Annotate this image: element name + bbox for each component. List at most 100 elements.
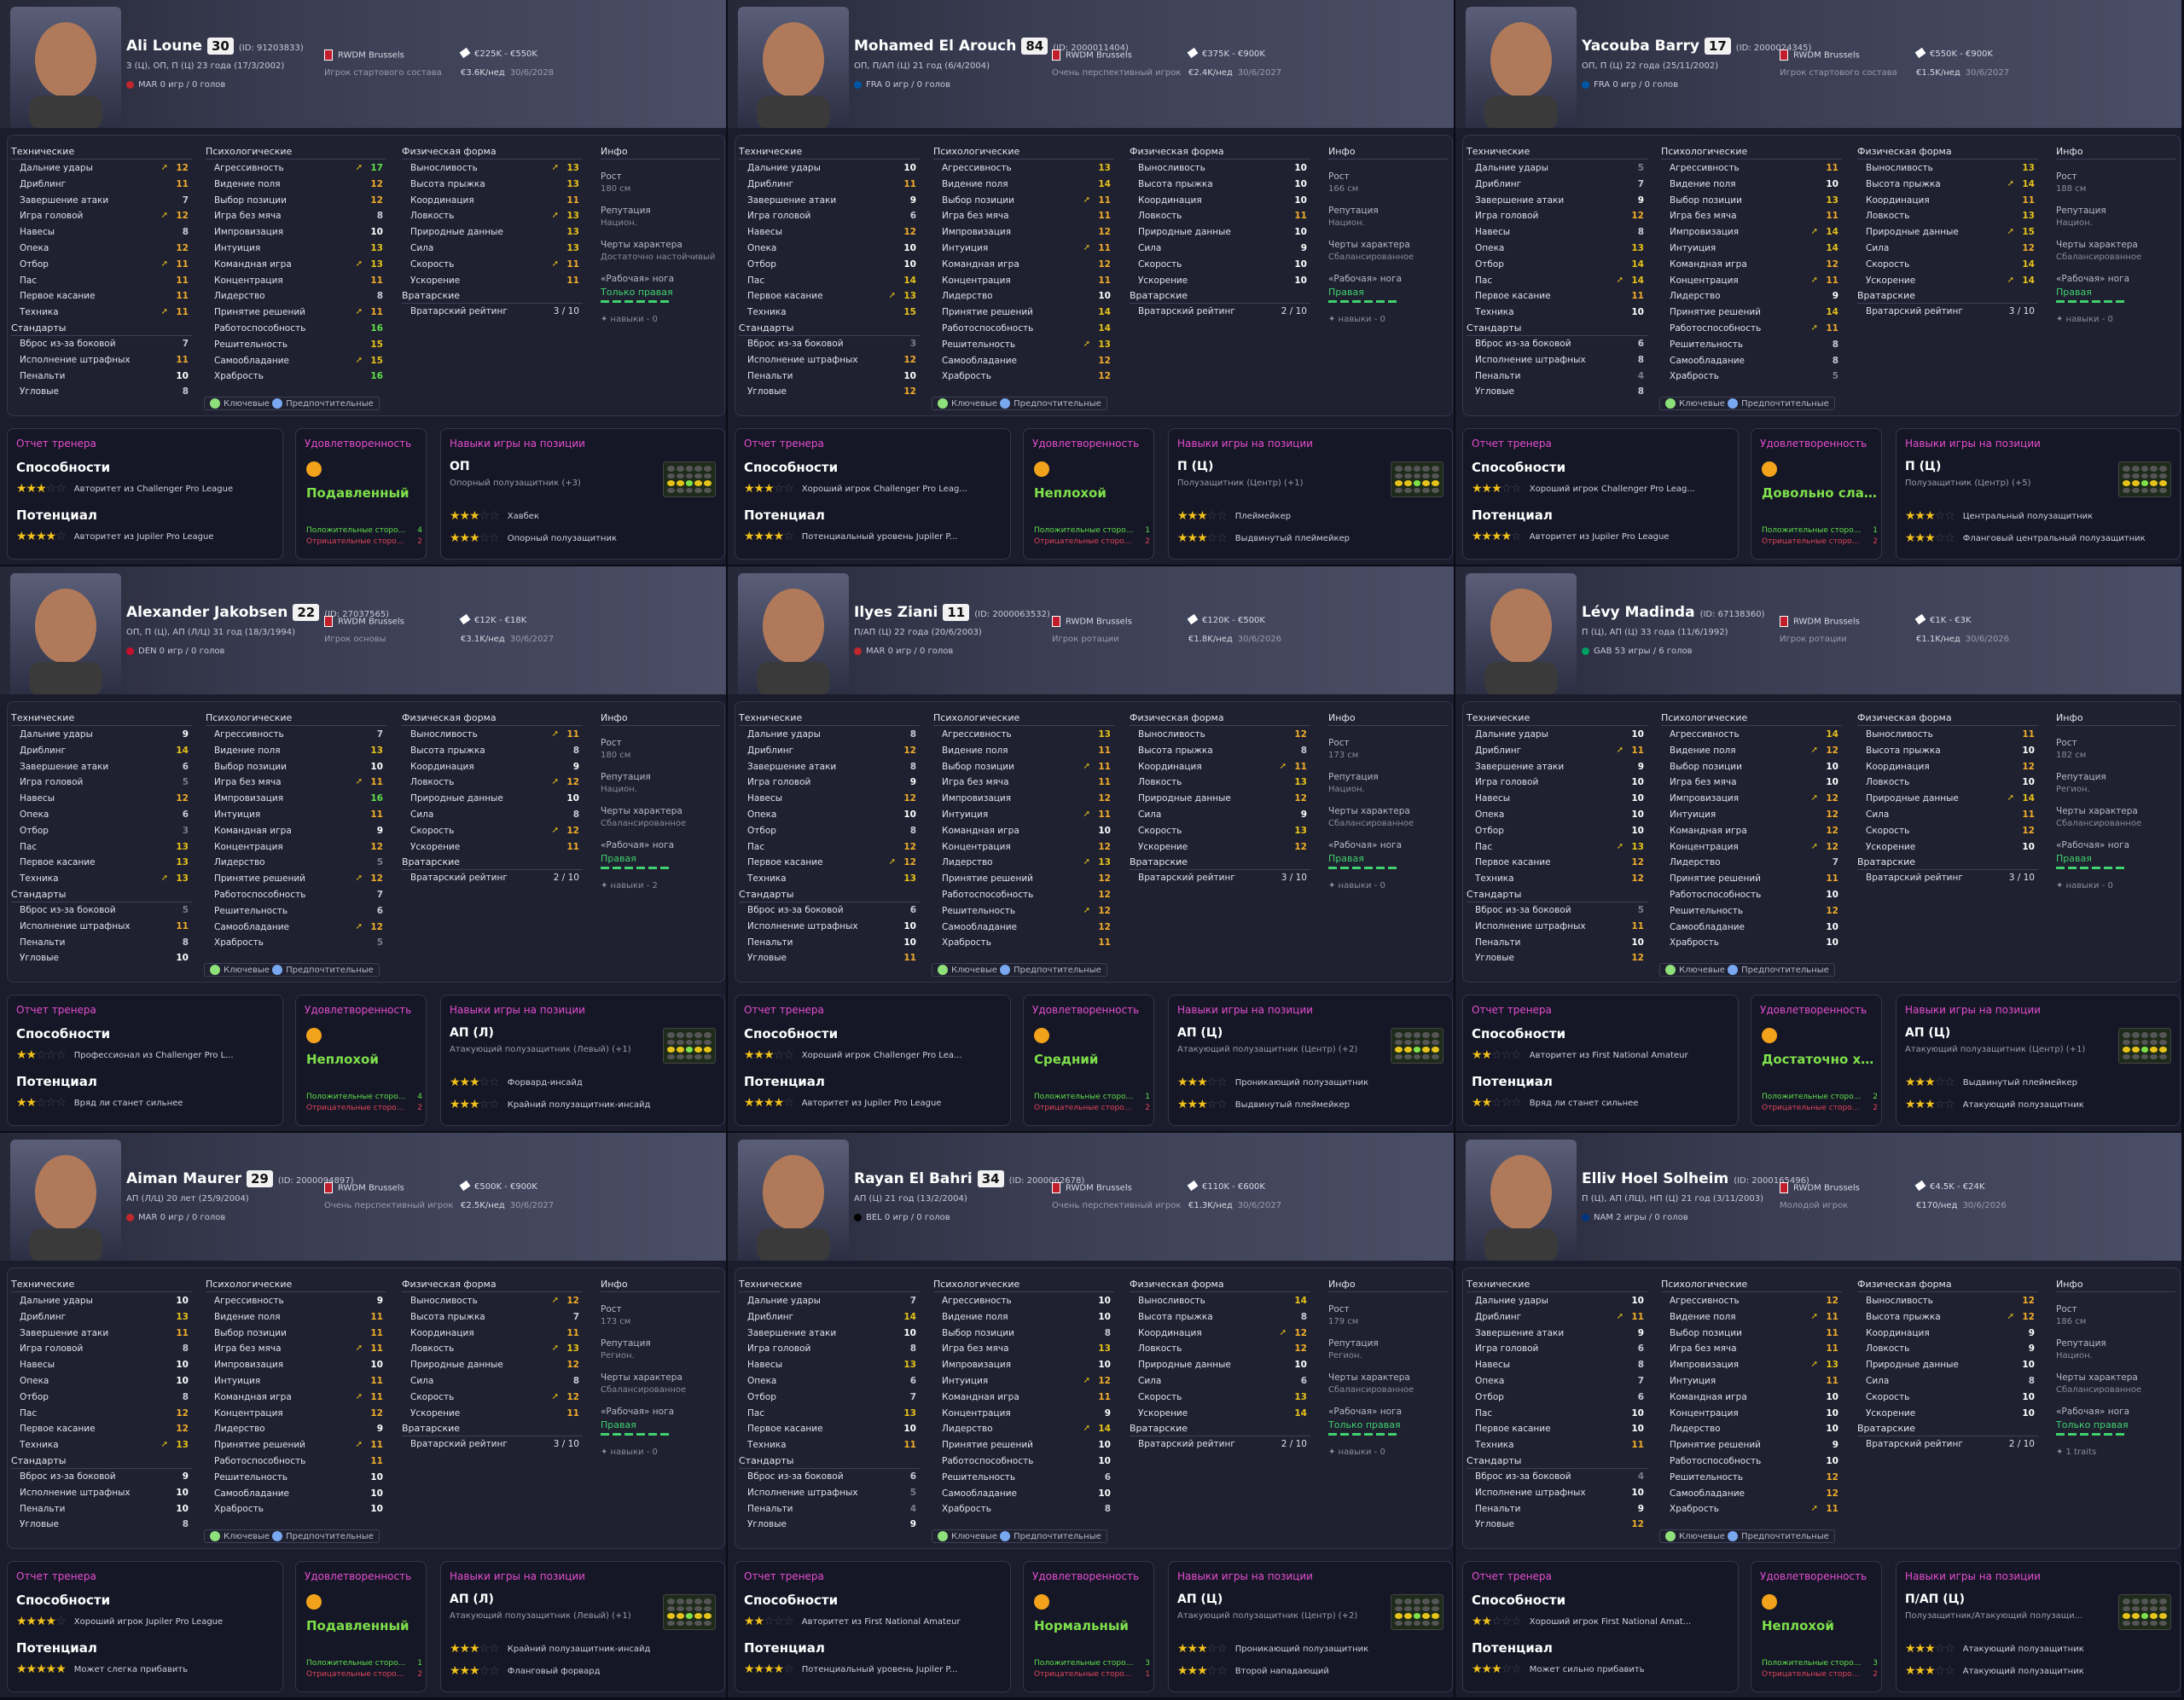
attribute-row[interactable]: Пас 12: [739, 839, 920, 856]
attribute-row[interactable]: Ловкость 13 ➚: [402, 208, 583, 224]
satisfaction-panel[interactable]: Удовлетворенность Нормальный Положительные…: [1023, 1561, 1154, 1692]
attribute-row[interactable]: Сила 9: [1130, 807, 1310, 823]
attribute-row[interactable]: Пенальти 10: [739, 935, 920, 951]
attribute-row[interactable]: Высота прыжка 10: [1130, 177, 1310, 193]
attribute-row[interactable]: Техника 10: [1467, 305, 1647, 321]
attribute-row[interactable]: Игра без мяча 10: [1661, 775, 1842, 791]
attribute-row[interactable]: Ускорение 11: [402, 839, 583, 856]
attribute-row[interactable]: Решительность 6: [933, 1470, 1114, 1486]
attribute-row[interactable]: Самообладание 8: [1661, 353, 1842, 369]
coach-report-panel[interactable]: Отчет тренера Способности ★★☆☆☆ Авторитет и…: [735, 1561, 1011, 1692]
satisfaction-panel[interactable]: Удовлетворенность Неплохой Положительные с…: [1751, 1561, 1882, 1692]
attribute-row[interactable]: Видение поля 11: [206, 1309, 386, 1326]
club-name[interactable]: RWDM Brussels: [1052, 49, 1132, 61]
attribute-row[interactable]: Завершение атаки 9: [1467, 193, 1647, 209]
attribute-row[interactable]: Первое касание 10: [739, 1421, 920, 1437]
satisfaction-panel[interactable]: Удовлетворенность Средний Положительные ст…: [1023, 995, 1154, 1126]
attribute-row[interactable]: Принятие решений 14: [933, 305, 1114, 321]
attribute-row[interactable]: Дриблинг 11 ➚: [1467, 1309, 1647, 1326]
attribute-row[interactable]: Завершение атаки 9: [1467, 759, 1647, 775]
attribute-row[interactable]: Интуиция 12 ➚: [933, 1373, 1114, 1390]
attribute-row[interactable]: Самообладание 15 ➚: [206, 353, 386, 369]
attribute-row[interactable]: Работоспособность 11 ➚: [1661, 321, 1842, 337]
attribute-row[interactable]: Опека 6: [739, 1373, 920, 1390]
attribute-row[interactable]: Отбор 8: [739, 823, 920, 839]
club-name[interactable]: RWDM Brussels: [1052, 616, 1132, 627]
attribute-row[interactable]: Работоспособность 16: [206, 321, 386, 337]
attribute-row[interactable]: Угловые 12: [1467, 1517, 1647, 1533]
attribute-row[interactable]: Пас 10: [1467, 1406, 1647, 1422]
attribute-row[interactable]: Скорость 13: [1130, 1390, 1310, 1406]
player-card[interactable]: Rayan El Bahri 34 (ID: 2000062678) АП (Ц) 2…: [728, 1133, 1455, 1699]
attribute-row[interactable]: Завершение атаки 9: [1467, 1326, 1647, 1342]
coach-report-panel[interactable]: Отчет тренера Способности ★★★☆☆ Хороший игр…: [735, 995, 1011, 1126]
attribute-row[interactable]: Принятие решений 9: [1661, 1437, 1842, 1453]
attribute-row[interactable]: Агрессивность 7: [206, 727, 386, 743]
attribute-row[interactable]: Выбор позиции 10: [206, 759, 386, 775]
attribute-row[interactable]: Скорость 12 ➚: [402, 823, 583, 839]
attribute-row[interactable]: Дальние удары 10: [739, 160, 920, 177]
attribute-row[interactable]: Дриблинг 11: [739, 177, 920, 193]
attribute-row[interactable]: Опека 6: [11, 807, 192, 823]
attribute-row[interactable]: Навесы 13: [739, 1357, 920, 1373]
attribute-row[interactable]: Работоспособность 12: [933, 887, 1114, 903]
attribute-row[interactable]: Дальние удары 7: [739, 1293, 920, 1309]
attribute-row[interactable]: Работоспособность 14: [933, 321, 1114, 337]
attribute-row[interactable]: Отбор 10: [1467, 823, 1647, 839]
attribute-row[interactable]: Угловые 9: [739, 1517, 920, 1533]
attribute-row[interactable]: Дриблинг 11 ➚: [1467, 743, 1647, 759]
attribute-row[interactable]: Дальние удары 10: [1467, 1293, 1647, 1309]
attribute-row[interactable]: Решительность 15: [206, 337, 386, 353]
attribute-row[interactable]: Самообладание 12: [933, 353, 1114, 369]
attribute-row[interactable]: Командная игра 12: [933, 257, 1114, 273]
attribute-row[interactable]: Пас 14 ➚: [1467, 273, 1647, 289]
attribute-row[interactable]: Выносливость 12: [1857, 1293, 2038, 1309]
attribute-row[interactable]: Агрессивность 13: [933, 727, 1114, 743]
attribute-row[interactable]: Исполнение штрафных 12: [739, 352, 920, 368]
attribute-row[interactable]: Пенальти 8: [11, 935, 192, 951]
attribute-row[interactable]: Игра без мяча 11: [933, 775, 1114, 791]
attribute-row[interactable]: Дриблинг 12: [739, 743, 920, 759]
attribute-row[interactable]: Видение поля 14: [933, 177, 1114, 193]
club-name[interactable]: RWDM Brussels: [1780, 1182, 1860, 1193]
attribute-row[interactable]: Навесы 12: [739, 224, 920, 241]
attribute-row[interactable]: Навесы 8: [11, 224, 192, 241]
attribute-row[interactable]: Игра головой 12 ➚: [11, 208, 192, 224]
attribute-row[interactable]: Игра головой 5: [11, 775, 192, 791]
position-skills-panel[interactable]: Навыки игры на позиции П (Ц) Полузащитник …: [1896, 428, 2181, 560]
attribute-row[interactable]: Лидерство 9: [206, 1421, 386, 1437]
attribute-row[interactable]: Лидерство 14 ➚: [933, 1421, 1114, 1437]
attribute-row[interactable]: Игра головой 9: [739, 775, 920, 791]
attribute-row[interactable]: Угловые 10: [11, 950, 192, 966]
attribute-row[interactable]: Техника 11 ➚: [11, 305, 192, 321]
attribute-row[interactable]: Вброс из-за боковой 6: [739, 902, 920, 919]
attribute-row[interactable]: Сила 8: [1857, 1373, 2038, 1390]
player-card[interactable]: Yacouba Barry 17 (ID: 2000024345) ОП, П (Ц)…: [1455, 0, 2183, 566]
attribute-row[interactable]: Работоспособность 11: [206, 1453, 386, 1470]
attribute-row[interactable]: Координация 9: [1857, 1326, 2038, 1342]
attribute-row[interactable]: Командная игра 10: [1661, 1390, 1842, 1406]
attribute-row[interactable]: Выносливость 13: [1857, 160, 2038, 177]
attribute-row[interactable]: Высота прыжка 8: [402, 743, 583, 759]
attribute-row[interactable]: Интуиция 13: [206, 241, 386, 257]
attribute-row[interactable]: Агрессивность 9: [206, 1293, 386, 1309]
attribute-row[interactable]: Скорость 10: [1857, 1390, 2038, 1406]
attribute-row[interactable]: Концентрация 12: [206, 1406, 386, 1422]
attribute-row[interactable]: Координация 11 ➚: [1130, 759, 1310, 775]
attribute-row[interactable]: Завершение атаки 10: [739, 1326, 920, 1342]
attribute-row[interactable]: Первое касание 11: [11, 288, 192, 305]
attribute-row[interactable]: Игра головой 8: [11, 1341, 192, 1357]
attribute-row[interactable]: Навесы 10: [1467, 791, 1647, 807]
attribute-row[interactable]: Высота прыжка 14 ➚: [1857, 177, 2038, 193]
attribute-row[interactable]: Концентрация 12 ➚: [1661, 839, 1842, 856]
attribute-row[interactable]: Опека 10: [739, 807, 920, 823]
attribute-row[interactable]: Решительность 6: [206, 903, 386, 920]
attribute-row[interactable]: Первое касание 12: [11, 1421, 192, 1437]
attribute-row[interactable]: Выносливость 10: [1130, 160, 1310, 177]
attribute-row[interactable]: Игра головой 12: [1467, 208, 1647, 224]
attribute-row[interactable]: Храбрость 16: [206, 368, 386, 385]
attribute-row[interactable]: Координация 11: [1857, 193, 2038, 209]
attribute-row[interactable]: Техника 13 ➚: [11, 1437, 192, 1453]
attribute-row[interactable]: Принятие решений 11 ➚: [206, 1437, 386, 1453]
attribute-row[interactable]: Командная игра 9: [206, 823, 386, 839]
